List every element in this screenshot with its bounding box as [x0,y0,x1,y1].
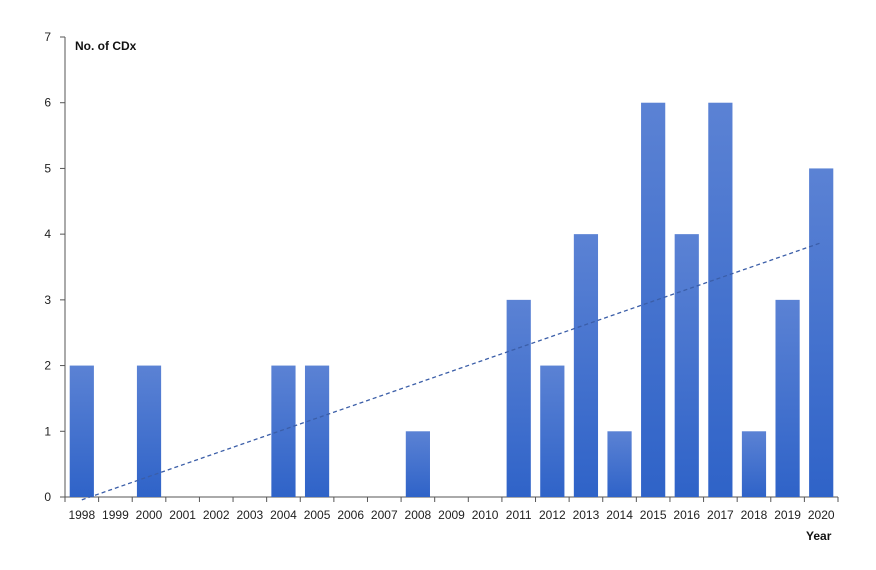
y-tick-label: 4 [44,227,51,241]
bar-2017 [708,102,733,497]
x-tick-label: 2016 [673,508,700,522]
bar-2012 [540,365,565,497]
x-tick-label: 2004 [270,508,297,522]
x-tick-label: 2003 [236,508,263,522]
axes: 0 1 2 3 4 5 6 7 1998 1999 2000 2001 2002 2003 2004 2005… [44,30,839,522]
y-tick-label: 1 [44,424,51,438]
x-tick-label: 2018 [741,508,768,522]
x-tick-label: 2002 [203,508,230,522]
trendline-layer [81,242,822,501]
y-tick-label: 3 [44,293,51,307]
x-tick-label: 2020 [808,508,835,522]
y-axis-title: No. of CDx [75,39,137,53]
y-tick-label: 0 [44,490,51,504]
x-tick-label: 2000 [136,508,163,522]
bar-2015 [641,102,666,497]
x-tick-label: 2013 [573,508,600,522]
bar-2005 [304,365,330,497]
y-tick-label: 2 [44,359,51,373]
x-tick-label: 2001 [169,508,196,522]
y-tick-label: 7 [44,30,51,44]
bar-1998 [69,365,94,497]
x-tick-label: 2006 [337,508,364,522]
x-tick-label: 1999 [102,508,129,522]
bar-2020 [809,168,834,497]
bar-2016 [674,234,699,497]
bar-2004 [271,365,296,497]
bar-2013 [573,234,599,497]
x-tick-label: 2015 [640,508,667,522]
trendline [81,242,822,501]
y-tick-label: 6 [44,96,51,110]
x-tick-label: 2005 [304,508,331,522]
x-axis-title: Year [806,529,832,543]
x-tick-label: 2007 [371,508,398,522]
x-tick-label: 2010 [472,508,499,522]
bar-2000 [136,365,162,497]
bar-2011 [506,299,531,497]
bar-2014 [607,431,632,497]
bars [69,102,834,497]
y-tick-label: 5 [44,161,51,175]
x-tick-label: 2017 [707,508,734,522]
bar-2019 [775,299,800,497]
labels: No. of CDx Year [75,39,832,543]
x-tick-label: 2008 [405,508,432,522]
x-tick-label: 2011 [506,508,532,522]
bar-2008 [405,431,430,497]
x-tick-label: 2014 [606,508,633,522]
bar-2018 [741,431,767,497]
x-tick-label: 1998 [68,508,95,522]
x-tick-label: 2009 [438,508,465,522]
x-tick-label: 2012 [539,508,566,522]
x-tick-label: 2019 [774,508,801,522]
